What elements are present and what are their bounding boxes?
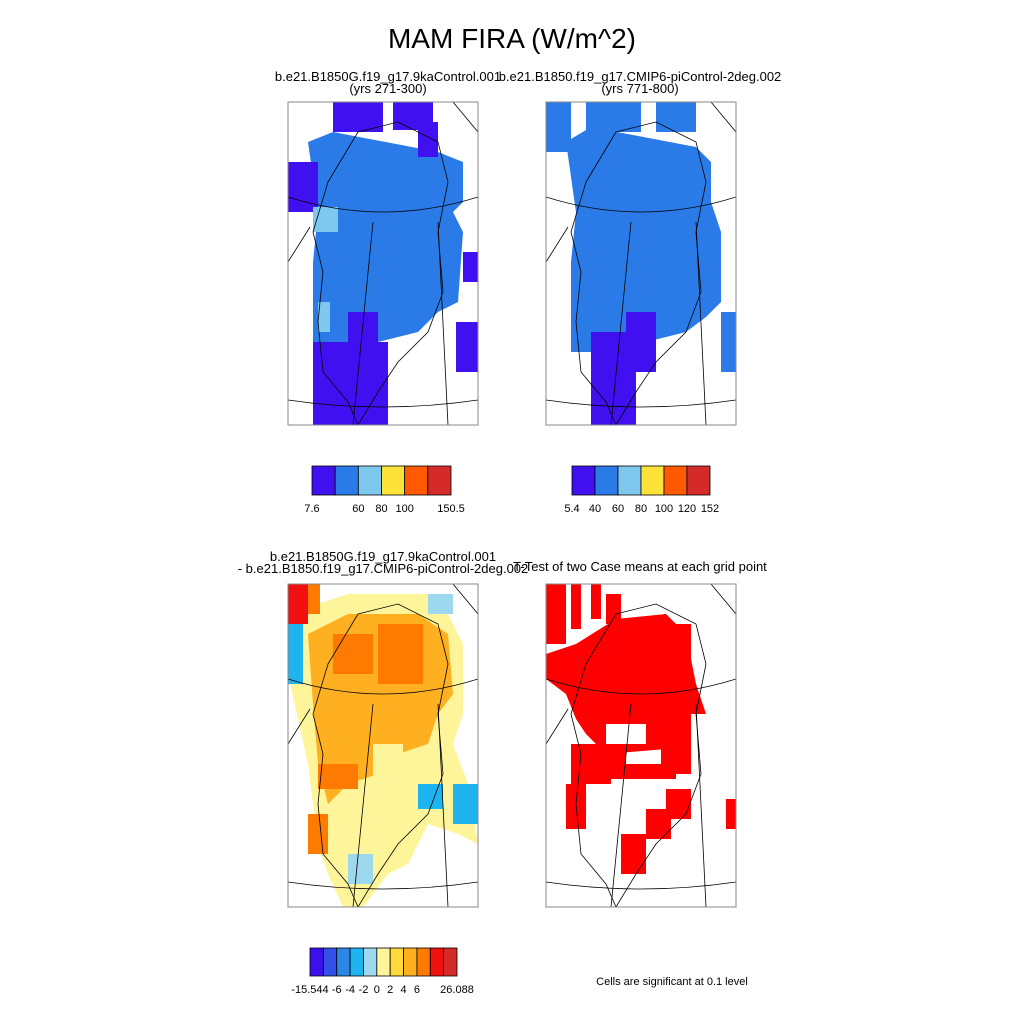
footnote: Cells are significant at 0.1 level	[596, 976, 748, 988]
colorbar-label: 60	[612, 503, 624, 515]
colorbar-box	[427, 465, 452, 496]
colorbar-label: 150.5	[437, 503, 465, 515]
colorbar-label: 152	[701, 503, 719, 515]
panel-title: b.e21.B1850G.f19_g17.9kaControl.001	[270, 549, 496, 564]
colorbar-label: 100	[655, 503, 673, 515]
map-panel	[287, 583, 479, 908]
colorbar-box	[594, 465, 619, 496]
panel-title: b.e21.B1850.f19_g17.CMIP6-piControl-2deg…	[499, 69, 782, 84]
panel-title: - b.e21.B1850.f19_g17.CMIP6-piControl-2d…	[238, 561, 529, 576]
map-panel	[545, 583, 737, 908]
colorbar-box	[571, 465, 596, 496]
colorbar-box	[389, 947, 404, 977]
colorbar-box	[640, 465, 665, 496]
colorbar-label: 6	[414, 984, 420, 996]
colorbar-box	[686, 465, 711, 496]
colorbar-box	[357, 465, 382, 496]
colorbar-box	[336, 947, 351, 977]
colorbar-box	[617, 465, 642, 496]
colorbar-label: 60	[352, 503, 364, 515]
colorbar-box	[429, 947, 445, 977]
colorbar-label: 120	[678, 503, 696, 515]
colorbar-box	[363, 947, 378, 977]
colorbar-label: 4	[400, 984, 406, 996]
colorbar-box	[443, 947, 458, 977]
colorbar-box	[404, 465, 429, 496]
panel-title: T-Test of two Case means at each grid po…	[513, 559, 767, 574]
colorbar-label: 0	[374, 984, 380, 996]
colorbar-label: -4	[345, 984, 355, 996]
colorbar-label: 26.088	[440, 984, 474, 996]
colorbar-box	[663, 465, 688, 496]
panel-title: (yrs 271-300)	[349, 81, 426, 96]
colorbar-label: 80	[375, 503, 387, 515]
panel-title: b.e21.B1850G.f19_g17.9kaControl.001	[275, 69, 501, 84]
colorbar-box	[416, 947, 431, 977]
map-panel	[287, 101, 479, 426]
colorbar-box	[403, 947, 418, 977]
colorbar-box	[322, 947, 338, 977]
colorbar-label: 2	[387, 984, 393, 996]
colorbar-label: 100	[395, 503, 413, 515]
colorbar-label: -6	[332, 984, 342, 996]
colorbar-label: -15.544	[291, 984, 328, 996]
panel-title: (yrs 771-800)	[601, 81, 678, 96]
colorbar-label: 5.4	[564, 503, 579, 515]
colorbar-box	[334, 465, 359, 496]
colorbar-label: -2	[359, 984, 369, 996]
colorbar-box	[376, 947, 391, 977]
colorbar-label: 40	[589, 503, 601, 515]
colorbar-box	[309, 947, 324, 977]
colorbar-box	[349, 947, 364, 977]
colorbar-box	[381, 465, 406, 496]
map-panel	[545, 101, 737, 426]
colorbar-box	[311, 465, 336, 496]
figure-title: MAM FIRA (W/m^2)	[388, 23, 636, 54]
colorbar-label: 80	[635, 503, 647, 515]
colorbar-label: 7.6	[304, 503, 319, 515]
